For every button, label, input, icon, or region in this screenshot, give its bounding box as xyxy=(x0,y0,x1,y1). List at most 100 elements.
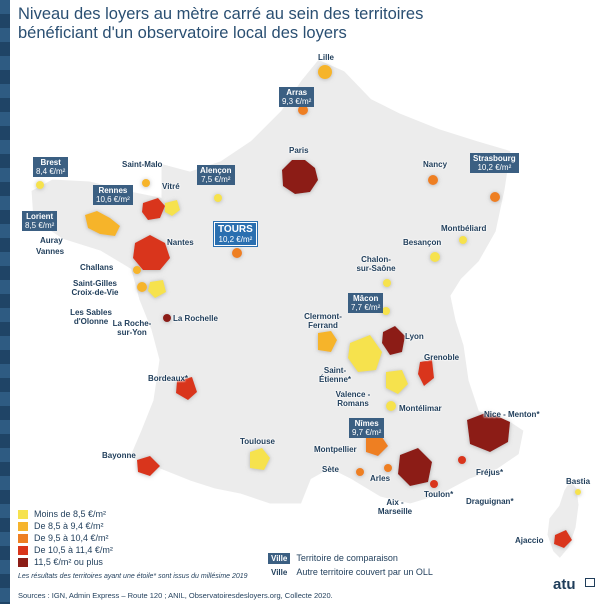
mainland-france-shape xyxy=(28,56,527,507)
label-valence-romans: Valence - Romans xyxy=(335,390,371,408)
territory-macon[interactable] xyxy=(382,307,390,315)
label-montelimar: Montélimar xyxy=(399,404,442,413)
territory-tours[interactable] xyxy=(232,248,242,258)
territory-montbeliard[interactable] xyxy=(459,236,467,244)
label-chalon: Chalon- sur-Saône xyxy=(356,255,396,273)
legend-label: De 9,5 à 10,4 €/m² xyxy=(34,533,109,543)
territory-alencon[interactable] xyxy=(214,194,222,202)
sources-text: Sources : IGN, Admin Express – Route 120… xyxy=(18,591,333,600)
territory-toulon[interactable] xyxy=(430,480,438,488)
territory-strasbourg[interactable] xyxy=(490,192,500,202)
territory-aix-marseille[interactable] xyxy=(398,448,432,486)
territory-lille[interactable] xyxy=(318,65,332,79)
box-rennes[interactable]: Rennes 10,6 €/m² xyxy=(93,185,133,205)
legend-row: 11,5 €/m² ou plus xyxy=(18,556,113,568)
label-toulon: Toulon* xyxy=(424,490,454,499)
territory-arles[interactable] xyxy=(384,464,392,472)
territory-brest[interactable] xyxy=(36,181,44,189)
box-alencon[interactable]: Alençon 7,5 €/m² xyxy=(197,165,235,185)
territory-paris[interactable] xyxy=(282,160,318,194)
territory-nice[interactable] xyxy=(467,412,510,452)
box-arras[interactable]: Arras 9,3 €/m² xyxy=(279,87,315,107)
title-line-1: Niveau des loyers au mètre carré au sein… xyxy=(18,5,424,23)
territory-valence[interactable] xyxy=(386,370,408,394)
label-arles: Arles xyxy=(370,474,391,483)
label-vitre: Vitré xyxy=(162,182,180,191)
legend-row: De 9,5 à 10,4 €/m² xyxy=(18,532,113,544)
key-comparison-text: Territoire de comparaison xyxy=(296,553,398,563)
label-bordeaux: Bordeaux* xyxy=(148,374,189,383)
legend-swatch xyxy=(18,509,28,519)
territory-lorient-auray-vannes[interactable] xyxy=(85,211,120,236)
territories xyxy=(36,65,581,548)
label-nancy: Nancy xyxy=(423,160,448,169)
label-montpellier: Montpellier xyxy=(314,445,357,454)
label-bayonne: Bayonne xyxy=(102,451,136,460)
label-aix-marseille: Aix - Marseille xyxy=(377,498,413,516)
territory-saint-malo[interactable] xyxy=(142,179,150,187)
territory-nancy[interactable] xyxy=(428,175,438,185)
legend-swatch xyxy=(18,557,28,567)
key-plain-sample: Ville xyxy=(271,567,288,577)
legend-swatch xyxy=(18,545,28,555)
legend-row: De 8,5 à 9,4 €/m² xyxy=(18,520,113,532)
key-other-text: Autre territoire couvert par un OLL xyxy=(296,567,433,577)
label-la-roche-sur-yon: La Roche- sur-Yon xyxy=(112,319,152,337)
territory-nimes-montpellier[interactable] xyxy=(366,434,388,456)
label-besancon: Besançon xyxy=(403,238,442,247)
label-draguignan: Draguignan* xyxy=(466,497,514,506)
territory-challans[interactable] xyxy=(133,266,141,274)
box-macon[interactable]: Mâcon 7,7 €/m² xyxy=(348,293,384,313)
label-la-rochelle: La Rochelle xyxy=(173,314,218,323)
label-frejus: Fréjus* xyxy=(476,468,504,477)
key-row-comparison: Ville Territoire de comparaison xyxy=(268,551,433,565)
territory-lyon[interactable] xyxy=(382,326,405,355)
key-row-other: Ville Autre territoire couvert par un OL… xyxy=(268,565,433,579)
corsica-shape xyxy=(544,475,582,563)
box-lorient[interactable]: Lorient 8,5 €/m² xyxy=(22,211,58,231)
territory-clermont[interactable] xyxy=(318,331,337,352)
box-brest[interactable]: Brest 8,4 €/m² xyxy=(33,157,69,177)
box-nimes[interactable]: Nîmes 9,7 €/m² xyxy=(349,418,385,438)
territory-nantes[interactable] xyxy=(133,235,170,270)
footnote: Les résultats des territoires ayant une … xyxy=(18,573,248,580)
label-saint-etienne: Saint- Étienne* xyxy=(318,366,352,384)
label-montbeliard: Montbéliard xyxy=(441,224,487,233)
territory-bordeaux[interactable] xyxy=(176,377,197,400)
territory-chalon[interactable] xyxy=(383,279,391,287)
territory-la-rochelle[interactable] xyxy=(163,314,171,322)
label-grenoble: Grenoble xyxy=(424,353,460,362)
label-paris: Paris xyxy=(289,146,309,155)
territory-bayonne[interactable] xyxy=(137,456,160,476)
decorative-side-bar xyxy=(0,0,10,604)
box-tours[interactable]: TOURS 10,2 €/m² xyxy=(213,221,258,247)
legend-label: De 10,5 à 11,4 €/m² xyxy=(34,545,113,555)
territory-saint-gilles[interactable] xyxy=(137,282,147,292)
legend-label: De 8,5 à 9,4 €/m² xyxy=(34,521,104,531)
legend-swatch xyxy=(18,521,28,531)
territory-besancon[interactable] xyxy=(430,252,440,262)
territory-sete[interactable] xyxy=(356,468,364,476)
territory-arras[interactable] xyxy=(298,105,308,115)
territory-rennes[interactable] xyxy=(142,198,165,220)
territory-saint-etienne[interactable] xyxy=(348,335,382,372)
box-strasbourg[interactable]: Strasbourg 10,2 €/m² xyxy=(470,153,519,173)
key-box-sample: Ville xyxy=(268,552,291,564)
territory-ajaccio[interactable] xyxy=(554,530,572,548)
legend: Moins de 8,5 €/m² De 8,5 à 9,4 €/m² De 9… xyxy=(18,508,113,568)
territory-frejus[interactable] xyxy=(458,456,466,464)
label-lyon: Lyon xyxy=(405,332,424,341)
legend-label: Moins de 8,5 €/m² xyxy=(34,509,107,519)
territory-sables-roche-yon[interactable] xyxy=(148,280,166,298)
territory-montelimar[interactable] xyxy=(386,401,396,411)
atu-logo: atu xyxy=(553,576,576,593)
territory-bastia[interactable] xyxy=(575,489,581,495)
label-sete: Sète xyxy=(322,465,339,474)
territory-toulouse[interactable] xyxy=(250,448,270,470)
territory-vitre[interactable] xyxy=(165,200,180,216)
logo-mark-icon xyxy=(585,578,595,587)
title-line-2: bénéficiant d'un observatoire local des … xyxy=(18,24,347,42)
label-bastia: Bastia xyxy=(566,477,591,486)
territory-grenoble[interactable] xyxy=(418,360,434,386)
